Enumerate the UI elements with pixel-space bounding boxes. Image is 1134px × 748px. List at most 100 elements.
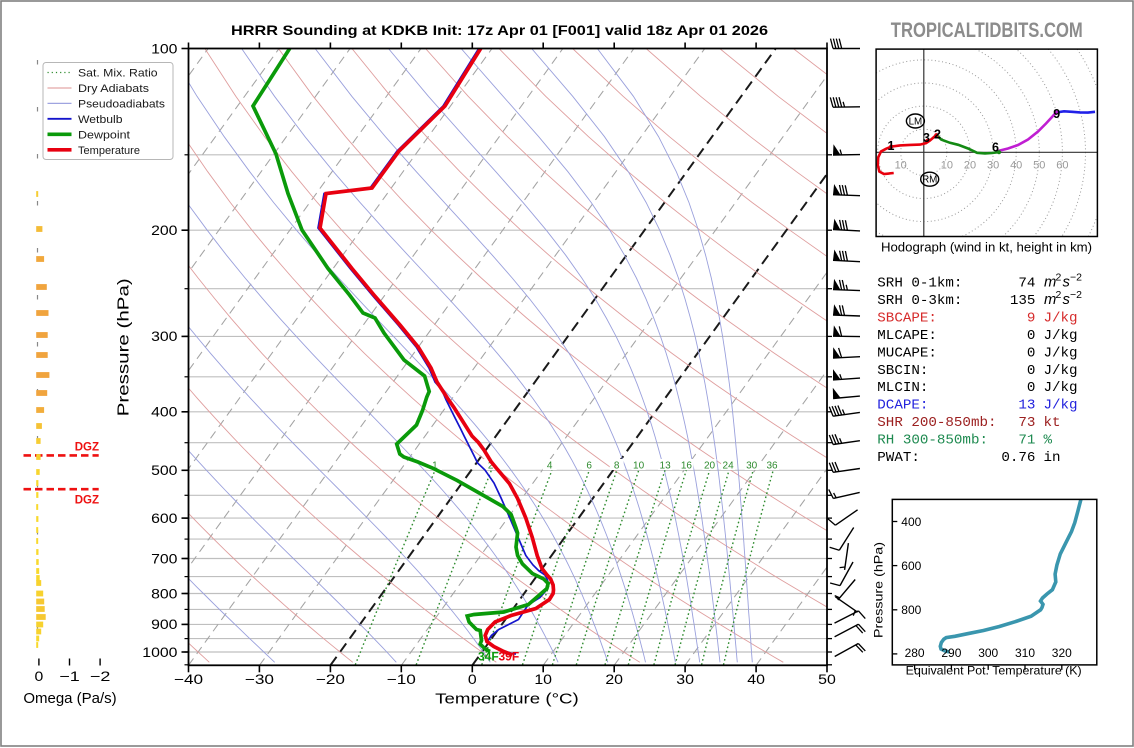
svg-text:J/kg: J/kg: [1044, 363, 1078, 379]
svg-text:−10: −10: [387, 672, 417, 687]
svg-text:MLCAPE:: MLCAPE:: [877, 328, 937, 344]
svg-text:290: 290: [941, 646, 961, 660]
svg-text:Pressure (hPa): Pressure (hPa): [872, 542, 886, 638]
svg-text:0: 0: [468, 672, 477, 687]
svg-text:DCAPE:: DCAPE:: [877, 398, 928, 414]
svg-text:30: 30: [987, 160, 999, 172]
svg-text:PWAT:: PWAT:: [877, 450, 920, 466]
svg-text:1000: 1000: [142, 645, 178, 660]
svg-text:m: m: [1044, 292, 1056, 308]
svg-text:300: 300: [151, 329, 178, 344]
svg-text:kt: kt: [1044, 415, 1061, 431]
svg-text:0: 0: [35, 669, 44, 684]
svg-text:Pseudoadiabats: Pseudoadiabats: [78, 98, 165, 110]
svg-text:0: 0: [1027, 363, 1036, 379]
svg-text:−20: −20: [316, 672, 346, 687]
svg-text:Temperature: Temperature: [78, 145, 140, 157]
svg-text:Temperature (°C): Temperature (°C): [435, 691, 579, 708]
svg-text:36: 36: [766, 461, 778, 472]
svg-text:20: 20: [704, 461, 716, 472]
svg-text:500: 500: [151, 463, 178, 478]
svg-text:0: 0: [1027, 328, 1036, 344]
svg-text:73: 73: [1018, 415, 1035, 431]
svg-text:J/kg: J/kg: [1044, 398, 1078, 414]
svg-text:Hodograph (wind in kt, height: Hodograph (wind in kt, height in km): [881, 240, 1092, 255]
svg-text:50: 50: [1033, 160, 1045, 172]
svg-text:9: 9: [1027, 310, 1036, 326]
svg-text:10: 10: [941, 160, 953, 172]
svg-text:200: 200: [151, 223, 178, 238]
svg-text:Equivalent Pot. Temperature (K: Equivalent Pot. Temperature (K): [906, 664, 1082, 678]
svg-text:−30: −30: [245, 672, 275, 687]
svg-text:6: 6: [586, 461, 592, 472]
svg-text:SRH 0-1km:: SRH 0-1km:: [877, 276, 962, 292]
svg-text:30: 30: [746, 461, 758, 472]
svg-text:400: 400: [901, 515, 921, 529]
svg-text:20: 20: [605, 672, 623, 687]
svg-text:20: 20: [964, 160, 976, 172]
svg-text:MUCAPE:: MUCAPE:: [877, 345, 937, 361]
svg-text:Sat. Mix. Ratio: Sat. Mix. Ratio: [78, 68, 158, 80]
svg-text:40: 40: [1010, 160, 1022, 172]
svg-text:600: 600: [901, 559, 921, 573]
svg-text:Wetbulb: Wetbulb: [78, 114, 123, 126]
svg-text:10: 10: [633, 461, 645, 472]
svg-text:300: 300: [978, 646, 998, 660]
svg-text:2: 2: [488, 461, 494, 472]
svg-text:135: 135: [1010, 293, 1036, 309]
svg-text:SBCIN:: SBCIN:: [877, 363, 928, 379]
svg-text:TROPICALTIDBITS.COM: TROPICALTIDBITS.COM: [891, 18, 1083, 42]
svg-text:−2: −2: [1070, 272, 1082, 284]
svg-text:s: s: [1063, 275, 1071, 291]
svg-text:310: 310: [1015, 646, 1035, 660]
svg-text:900: 900: [151, 617, 178, 632]
svg-text:MLCIN:: MLCIN:: [877, 380, 928, 396]
svg-text:74: 74: [1018, 276, 1035, 292]
svg-text:50: 50: [818, 672, 836, 687]
svg-text:LM: LM: [909, 117, 923, 128]
svg-text:700: 700: [151, 551, 178, 566]
svg-text:800: 800: [901, 603, 921, 617]
svg-text:J/kg: J/kg: [1044, 380, 1078, 396]
svg-text:13: 13: [1018, 398, 1035, 414]
svg-text:600: 600: [151, 511, 178, 526]
svg-text:−2: −2: [90, 669, 111, 684]
svg-text:SHR 200-850mb:: SHR 200-850mb:: [877, 415, 996, 431]
svg-text:Dry Adiabats: Dry Adiabats: [78, 83, 149, 95]
svg-text:SRH 0-3km:: SRH 0-3km:: [877, 293, 962, 309]
svg-text:4: 4: [547, 461, 553, 472]
svg-text:1: 1: [432, 461, 438, 472]
svg-text:SBCAPE:: SBCAPE:: [877, 310, 937, 326]
svg-text:RM: RM: [922, 175, 937, 186]
svg-text:−1: −1: [59, 669, 80, 684]
svg-text:J/kg: J/kg: [1044, 328, 1078, 344]
svg-text:%: %: [1044, 433, 1053, 449]
svg-text:−2: −2: [1070, 289, 1082, 301]
svg-text:39F: 39F: [499, 650, 520, 664]
svg-text:40: 40: [747, 672, 765, 687]
svg-text:HRRR Sounding at KDKB Init: 17: HRRR Sounding at KDKB Init: 17z Apr 01 […: [231, 22, 768, 38]
svg-text:280: 280: [905, 646, 925, 660]
svg-text:13: 13: [660, 461, 672, 472]
svg-text:Omega (Pa/s): Omega (Pa/s): [23, 690, 116, 707]
svg-text:Dewpoint: Dewpoint: [78, 129, 131, 141]
svg-text:2: 2: [1056, 272, 1062, 284]
svg-text:6: 6: [992, 141, 999, 155]
svg-text:71: 71: [1018, 433, 1035, 449]
svg-text:0: 0: [1027, 345, 1036, 361]
svg-text:9: 9: [1053, 107, 1060, 121]
svg-text:DGZ: DGZ: [75, 495, 99, 507]
svg-text:RH 300-850mb:: RH 300-850mb:: [877, 433, 988, 449]
svg-text:0: 0: [1027, 380, 1036, 396]
svg-text:30: 30: [676, 672, 694, 687]
svg-text:60: 60: [1056, 160, 1068, 172]
svg-text:8: 8: [614, 461, 620, 472]
svg-text:800: 800: [151, 586, 178, 601]
svg-text:1: 1: [888, 139, 895, 153]
svg-text:2: 2: [934, 127, 941, 141]
svg-text:16: 16: [681, 461, 693, 472]
svg-text:Pressure (hPa): Pressure (hPa): [116, 278, 133, 416]
svg-text:10: 10: [534, 672, 552, 687]
svg-text:−40: −40: [174, 672, 204, 687]
svg-text:in: in: [1044, 450, 1061, 466]
